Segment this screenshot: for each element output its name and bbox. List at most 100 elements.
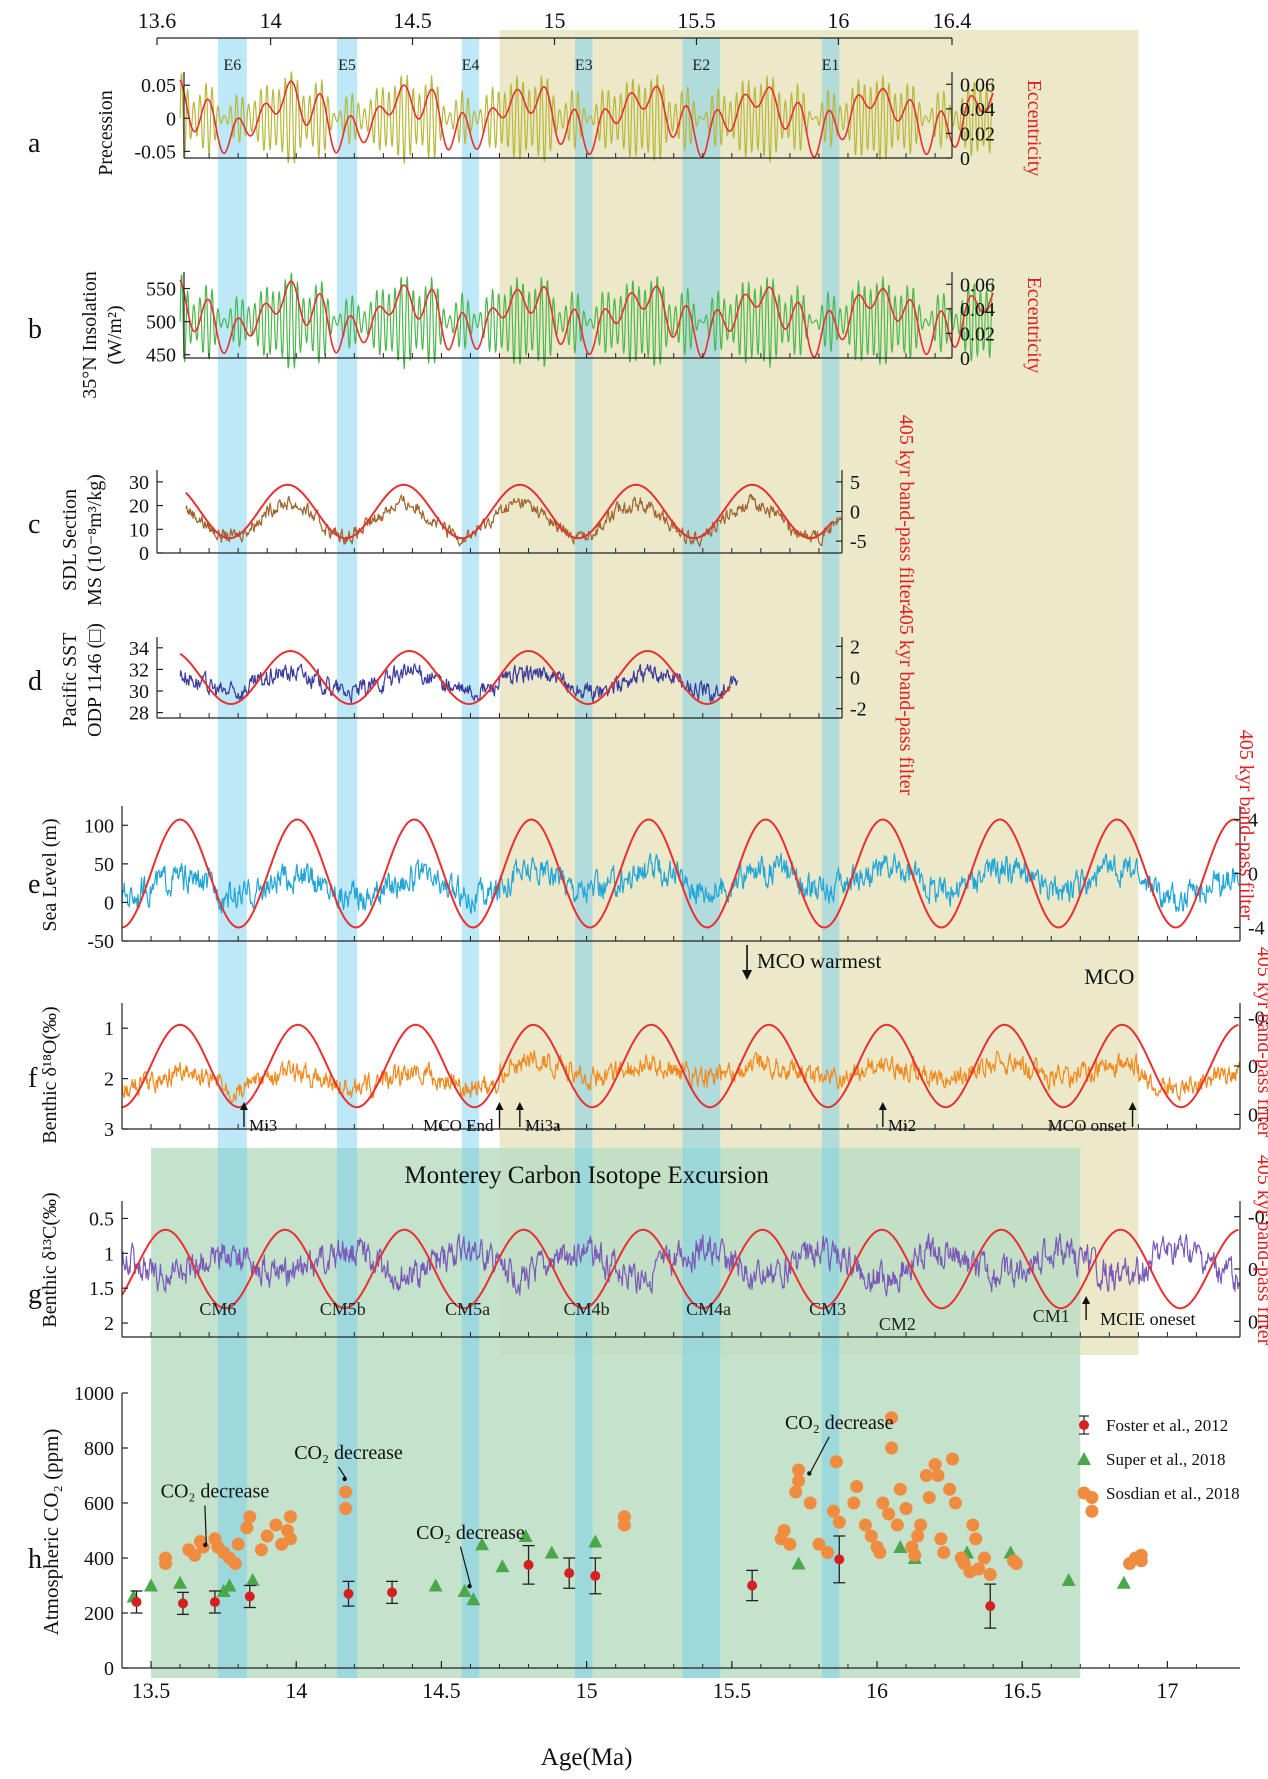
sosdian-point: [269, 1518, 283, 1532]
right-tick-label-f: 0.1: [1248, 1104, 1268, 1126]
left-tick-label-d: 30: [129, 681, 149, 703]
co2-tick-label: 200: [84, 1603, 114, 1625]
co2-note: CO₂ decrease: [294, 1442, 403, 1464]
sosdian-point: [829, 1455, 843, 1469]
sosdian-point: [899, 1502, 913, 1515]
sosdian-point: [977, 1551, 991, 1565]
background-bands: E6 E5 E4 E3 E2 E1 Monterey Carbon Isotope Excu…: [151, 30, 1139, 1678]
note-arrowhead: [515, 1102, 524, 1110]
sosdian-point: [617, 1518, 631, 1532]
right-label-d: 405 kyr band-pass filter: [895, 605, 917, 796]
note-label: CM4a: [686, 1299, 731, 1319]
super-point: [457, 1584, 472, 1597]
sosdian-point: [937, 1546, 951, 1559]
right-tick-label-a: 0.04: [960, 99, 995, 121]
d18o-line: [121, 1049, 1240, 1103]
left-tick-label-g: 2: [104, 1313, 114, 1335]
eccentricity-line: [179, 79, 994, 158]
note-label: MCO warmest: [757, 949, 881, 973]
left-tick-label-b: 500: [146, 312, 176, 334]
legend-label: Foster et al., 2012: [1106, 1416, 1228, 1435]
super-point: [791, 1556, 806, 1570]
sosdian-point: [922, 1491, 936, 1504]
sosdian-point: [966, 1518, 980, 1532]
sosdian-point: [882, 1507, 896, 1521]
foster-point: [523, 1559, 534, 1570]
note-label: Mi3: [249, 1116, 277, 1135]
sosdian-point: [931, 1469, 945, 1482]
sosdian-point: [893, 1482, 907, 1496]
sosdian-point: [188, 1548, 202, 1562]
note-label: CM5b: [320, 1299, 366, 1319]
right-label-c: 405 kyr band-pass filter: [895, 415, 917, 606]
x-tick-label: 16: [866, 1678, 888, 1703]
right-tick-label-g: -0.1: [1248, 1207, 1268, 1229]
right-label-e: 405 kyr band-pass filter: [1235, 730, 1257, 921]
note-arrowhead: [239, 1102, 248, 1110]
sosdian-point: [864, 1529, 878, 1543]
note-label: CM3: [809, 1299, 846, 1319]
sosdian-point: [969, 1532, 983, 1546]
super-point: [1116, 1575, 1131, 1589]
co2-note-arrowhead: [467, 1584, 472, 1589]
note-label: CM6: [199, 1299, 236, 1319]
top-axis-tick-label: 16.4: [933, 8, 972, 33]
panel-letter-f: f: [28, 1063, 38, 1094]
right-label-a: Eccentricity: [1023, 80, 1045, 177]
event-label: E2: [692, 57, 710, 74]
co2-tick-label: 600: [84, 1493, 114, 1515]
super-point: [475, 1537, 490, 1551]
sosdian-point: [260, 1529, 274, 1543]
ylabel-b: (W/m²): [104, 305, 126, 364]
right-tick-label-g: 0.1: [1248, 1311, 1268, 1333]
x-tick-label: 16.5: [1003, 1678, 1042, 1703]
sosdian-point: [873, 1546, 887, 1559]
right-tick-label-c: 5: [850, 472, 860, 494]
co2-tick-label: 800: [84, 1438, 114, 1460]
sosdian-point: [803, 1496, 817, 1510]
super-point: [518, 1529, 533, 1542]
co2-note-arrow: [809, 1436, 830, 1473]
ylabel-d: ODP 1146 (□): [84, 623, 106, 737]
ylabel-b: 35°N Insolation: [79, 271, 101, 398]
x-axis-label: Age(Ma): [541, 1744, 633, 1771]
super-point: [173, 1575, 188, 1589]
sosdian-point: [983, 1568, 997, 1581]
sosdian-point: [254, 1543, 268, 1557]
super-point: [245, 1573, 260, 1586]
event-band-E2: [682, 38, 721, 1678]
sosdian-point: [240, 1521, 254, 1535]
co2-note: CO₂ decrease: [416, 1522, 525, 1544]
event-label: E5: [338, 57, 356, 74]
filter-line-c: [185, 483, 833, 540]
co2-tick-label: 0: [104, 1658, 114, 1680]
x-tick-label: 15.5: [713, 1678, 752, 1703]
co2-note: CO₂ decrease: [785, 1412, 894, 1434]
super-point: [495, 1559, 510, 1573]
sosdian-point: [972, 1562, 986, 1576]
co2-note-arrowhead: [807, 1471, 812, 1476]
note-arrowhead: [1082, 1296, 1091, 1304]
co2-ylabel: Atmospheric CO₂ (ppm): [39, 1429, 63, 1636]
sosdian-point: [847, 1496, 861, 1510]
co2-note-arrow: [459, 1546, 472, 1586]
right-tick-label-e: 4: [1248, 810, 1258, 832]
event-band-E6: [217, 38, 247, 1678]
right-tick-label-f: -0.1: [1248, 1008, 1268, 1030]
super-point: [893, 1540, 908, 1553]
panel-letter-d: d: [28, 666, 42, 697]
right-tick-label-a: 0: [960, 148, 970, 170]
foster-point: [985, 1601, 996, 1612]
x-tick-label: 13.5: [132, 1678, 171, 1703]
right-tick-label-f: 0: [1248, 1056, 1258, 1078]
left-tick-label-f: 2: [104, 1069, 114, 1091]
note-label: Mi2: [888, 1116, 916, 1135]
sosdian-point: [792, 1474, 806, 1488]
right-tick-label-b: 0: [960, 348, 970, 370]
panel-letter-c: c: [28, 509, 40, 540]
note-label: CM1: [1033, 1306, 1070, 1326]
left-tick-label-a: 0.05: [141, 75, 176, 97]
co2-note: CO₂ decrease: [161, 1481, 270, 1503]
co2-note-arrowhead: [203, 1542, 208, 1548]
